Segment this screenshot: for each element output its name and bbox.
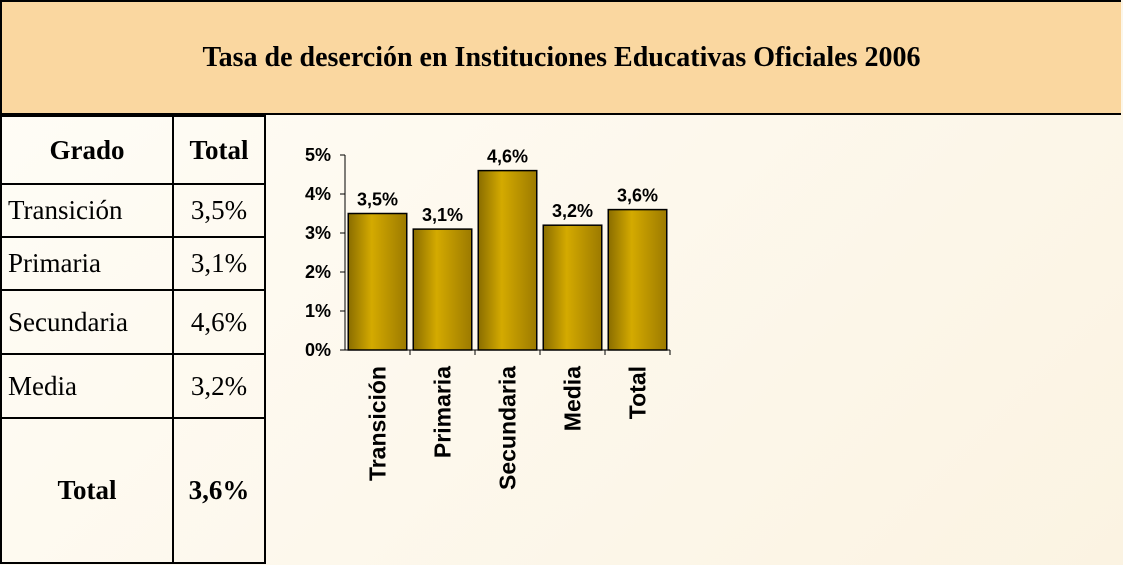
x-tick-label: Secundaria [495,366,521,490]
bar [478,171,537,350]
value-label: 3,2% [552,201,593,221]
value-label: 3,1% [422,205,463,225]
y-tick-label: 0% [305,340,331,360]
slide: Tasa de deserción en Instituciones Educa… [0,0,1123,565]
bar [543,225,602,350]
value-label: 3,6% [617,186,658,206]
bar [608,210,667,350]
bar [413,229,472,350]
y-tick-label: 3% [305,223,331,243]
y-tick-label: 1% [305,301,331,321]
x-tick-label: Transición [365,366,391,481]
value-label: 3,5% [357,190,398,210]
chart: 0% 1% 2% 3% 4% 5% 3,5% Transición 3,1% Primaria 4,… [0,0,1123,565]
x-tick-label: Media [560,366,586,431]
x-tick-label: Total [625,366,651,419]
x-tick-label: Primaria [430,366,456,458]
y-tick-label: 4% [305,184,331,204]
y-tick-label: 2% [305,262,331,282]
y-tick-label: 5% [305,145,331,165]
value-label: 4,6% [487,147,528,167]
bar [348,214,407,351]
